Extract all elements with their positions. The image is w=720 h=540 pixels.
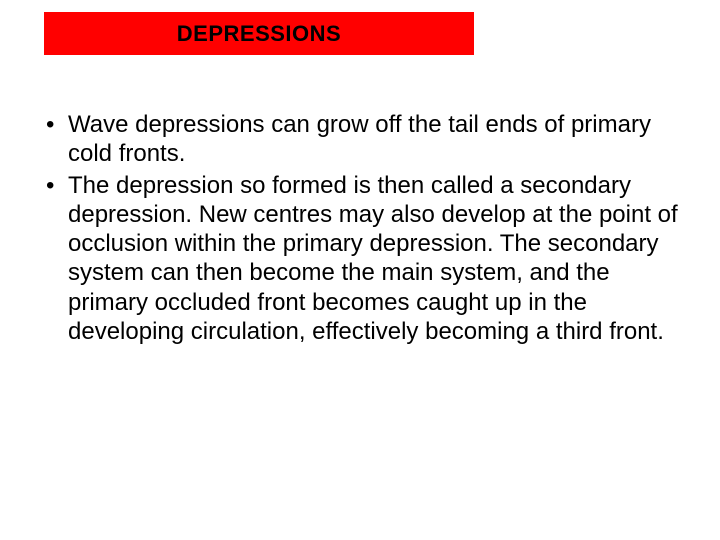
list-item: Wave depressions can grow off the tail e… bbox=[40, 110, 680, 169]
slide-body: Wave depressions can grow off the tail e… bbox=[40, 110, 680, 348]
bullet-list: Wave depressions can grow off the tail e… bbox=[40, 110, 680, 346]
slide: DEPRESSIONS Wave depressions can grow of… bbox=[0, 0, 720, 540]
list-item: The depression so formed is then called … bbox=[40, 171, 680, 347]
slide-title: DEPRESSIONS bbox=[44, 12, 474, 55]
